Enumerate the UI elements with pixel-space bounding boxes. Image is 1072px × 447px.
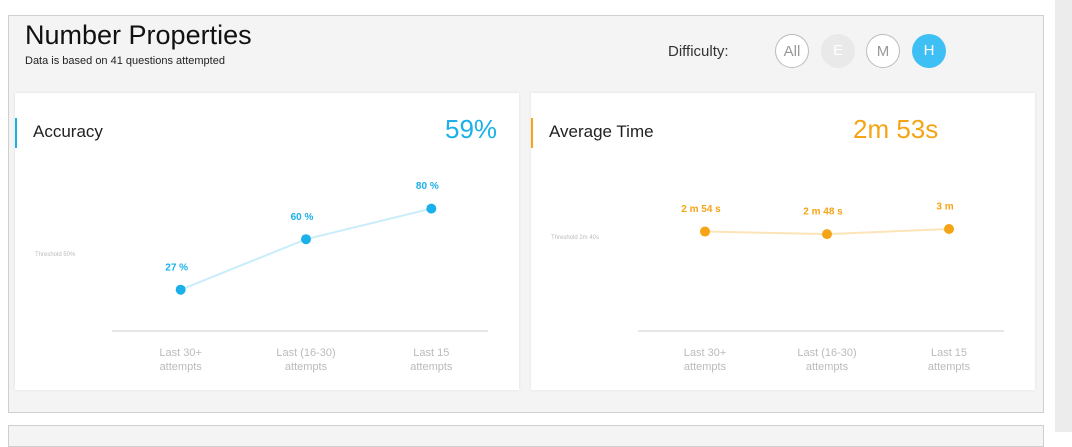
panel-title: Accuracy xyxy=(33,122,103,141)
threshold-label: Threshold 2m 40s xyxy=(551,235,599,241)
summary-value: 59% xyxy=(445,114,498,144)
x-tick-label: Last (16-30) attempts xyxy=(797,347,857,373)
value-label: 60 % xyxy=(291,212,314,223)
difficulty-option[interactable]: H xyxy=(912,34,946,68)
difficulty-option[interactable]: M xyxy=(866,34,900,68)
page-title: Number Properties xyxy=(25,20,252,50)
x-tick-label: Last 30+ attempts xyxy=(683,347,727,373)
difficulty-option[interactable]: E xyxy=(821,34,855,68)
accent-bar xyxy=(531,118,533,148)
value-label: 2 m 54 s xyxy=(681,204,721,215)
accent-bar xyxy=(15,118,17,148)
x-tick-label: Last 15 attempts xyxy=(410,347,453,373)
value-label: 3 m xyxy=(936,202,953,213)
x-tick-label: Last 30+ attempts xyxy=(159,347,202,373)
point xyxy=(175,284,186,295)
screen: Number Properties Data is based on 41 qu… xyxy=(8,0,1072,447)
point xyxy=(822,229,832,240)
value-label: 27 % xyxy=(165,262,188,273)
x-tick-label: Last 15 attempts xyxy=(927,347,971,373)
threshold-label: Threshold 50% xyxy=(35,252,76,258)
subtitle: Data is based on 41 questions attempted xyxy=(25,55,225,67)
x-tick-label: Last (16-30) attempts xyxy=(276,347,336,373)
card xyxy=(8,425,1044,447)
value-label: 2 m 48 s xyxy=(803,207,843,218)
point xyxy=(426,203,437,214)
value-label: 80 % xyxy=(416,181,439,192)
panel-title: Average Time xyxy=(549,122,654,141)
panel: Accuracy 59% Threshold 50% 27 % 60 % 80 % Last… xyxy=(15,93,519,390)
panel: Average Time 2m 53s Threshold 2m 40s 2 m 54… xyxy=(531,93,1035,390)
scrollbar[interactable] xyxy=(1055,0,1072,432)
chart: Threshold 2m 40s 2 m 54 s 2 m 48 s 3 m xyxy=(551,202,1004,332)
difficulty-label: Difficulty: xyxy=(668,43,729,60)
difficulty-option[interactable]: All xyxy=(775,34,809,68)
point xyxy=(301,234,311,245)
point xyxy=(944,224,954,234)
summary-value: 2m 53s xyxy=(853,114,939,144)
chart: Threshold 50% 27 % 60 % 80 % xyxy=(35,181,488,332)
point xyxy=(700,226,710,237)
